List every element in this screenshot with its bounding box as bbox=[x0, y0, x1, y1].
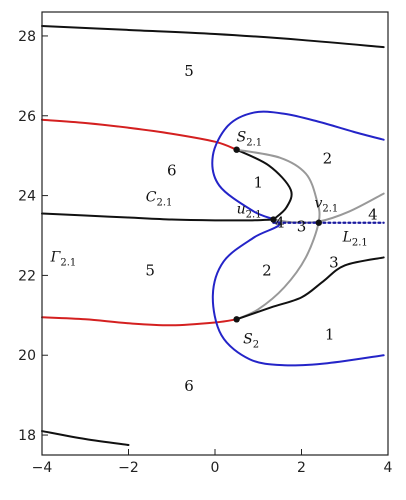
region-label: 6 bbox=[167, 162, 177, 180]
region-label: 1 bbox=[253, 174, 263, 192]
region-label: 3 bbox=[329, 253, 339, 271]
region-label: 2 bbox=[323, 150, 333, 168]
series-line-red-1 bbox=[41, 118, 238, 151]
series-line-black-9 bbox=[235, 256, 385, 321]
series-line-black-6 bbox=[235, 148, 293, 221]
x-tick-label: 4 bbox=[384, 460, 393, 476]
annotation-label: Γ2.1 bbox=[50, 249, 77, 268]
x-tick-label: −2 bbox=[118, 460, 139, 476]
series-line-black-4 bbox=[41, 430, 130, 447]
region-label: 4 bbox=[275, 214, 285, 232]
x-tick-label: 2 bbox=[297, 460, 306, 476]
equilibrium-point-1 bbox=[270, 216, 277, 223]
region-label: 6 bbox=[184, 377, 194, 395]
region-label: 5 bbox=[184, 62, 194, 80]
equilibrium-point-0 bbox=[233, 146, 240, 153]
annotation-label: L2.1 bbox=[342, 229, 368, 248]
series-line-black-2 bbox=[41, 212, 275, 222]
region-label: 5 bbox=[145, 261, 155, 279]
annotation-label: u2.1 bbox=[237, 202, 262, 221]
x-tick-label: 0 bbox=[211, 460, 220, 476]
plot-frame bbox=[41, 11, 389, 456]
y-tick-label: 26 bbox=[18, 109, 36, 125]
region-label: 2 bbox=[262, 261, 272, 279]
y-tick-label: 18 bbox=[18, 428, 36, 444]
point-layer bbox=[233, 146, 322, 323]
series-line-black-0 bbox=[41, 24, 385, 49]
y-tick-label: 24 bbox=[18, 189, 36, 205]
annotation-label: S2 bbox=[243, 331, 259, 350]
region-label: 1 bbox=[325, 325, 335, 343]
equilibrium-point-3 bbox=[233, 316, 240, 323]
x-tick-label: −4 bbox=[32, 460, 53, 476]
annotation-label: S2.1 bbox=[237, 130, 263, 149]
annotation-label: C2.1 bbox=[146, 190, 173, 209]
region-label: 3 bbox=[297, 218, 307, 236]
region-label: 4 bbox=[368, 206, 378, 224]
y-tick-label: 28 bbox=[18, 29, 36, 45]
annotation-label: v2.1 bbox=[314, 196, 338, 215]
curve-layer bbox=[41, 24, 385, 447]
y-tick-label: 22 bbox=[18, 268, 36, 284]
y-tick-label: 20 bbox=[18, 348, 36, 364]
series-line-red-3 bbox=[41, 316, 238, 327]
equilibrium-point-2 bbox=[315, 219, 322, 226]
